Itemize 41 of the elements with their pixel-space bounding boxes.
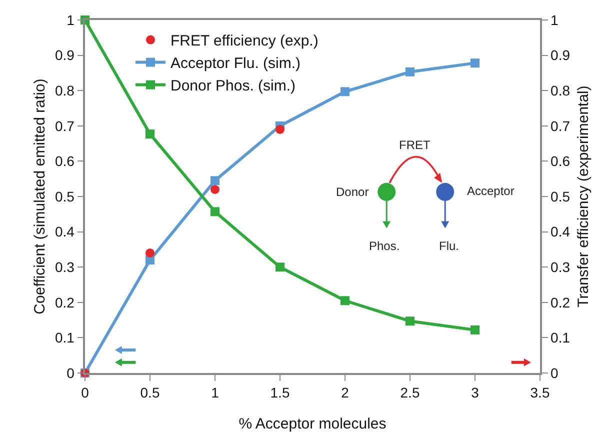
y2-tick-label: 0.6 xyxy=(550,153,570,170)
annotation: Donor xyxy=(336,185,369,199)
annotation: Acceptor xyxy=(467,184,514,198)
y-tick-label: 1 xyxy=(66,12,75,28)
legend-label: FRET efficiency (exp.) xyxy=(170,32,318,50)
y2-tick-label: 0.7 xyxy=(550,118,570,134)
y-axis-title: Coefficient (simulated emitted ratio) xyxy=(32,78,48,314)
y-tick-label: 0.8 xyxy=(54,82,75,98)
y2-axis-title: Transfer efficiency (experimental) xyxy=(575,86,592,308)
annotation: Flu. xyxy=(439,239,460,253)
y-tick-label: 0.4 xyxy=(54,224,75,240)
x-tick-label: 3 xyxy=(471,384,480,401)
annotation: FRET xyxy=(399,138,431,152)
x-tick-label: 2.5 xyxy=(400,384,420,401)
y-tick-label: 0.7 xyxy=(54,118,75,134)
legend-label: Acceptor Flu. (sim.) xyxy=(170,55,301,72)
y2-tick-label: 0.3 xyxy=(550,259,570,275)
y-tick-label: 0.5 xyxy=(54,188,75,204)
x-tick-label: 0 xyxy=(81,384,90,401)
y2-tick-label: 0.1 xyxy=(550,330,570,346)
y2-tick-label: 0.4 xyxy=(550,224,570,240)
y-tick-label: 0.9 xyxy=(54,47,75,64)
x-tick-label: 3.5 xyxy=(530,384,550,401)
y-tick-label: 0 xyxy=(66,364,75,381)
x-tick-label: 1.5 xyxy=(270,384,290,401)
x-tick-label: 2 xyxy=(341,384,350,401)
y2-tick-label: 0.5 xyxy=(550,188,570,204)
x-axis-title: % Acceptor molecules xyxy=(238,416,386,432)
x-tick-label: 0.5 xyxy=(140,384,160,401)
legend-label: Donor Phos. (sim.) xyxy=(170,78,296,95)
y-tick-label: 0.3 xyxy=(54,259,75,275)
y-tick-label: 0.6 xyxy=(54,153,75,170)
y2-tick-label: 0.9 xyxy=(550,47,570,64)
annotation: Phos. xyxy=(369,239,400,253)
y2-tick-label: 0.2 xyxy=(550,294,570,310)
y2-tick-label: 0.8 xyxy=(550,82,570,98)
y-tick-label: 0.1 xyxy=(54,330,75,346)
x-tick-label: 1 xyxy=(211,384,220,401)
y2-tick-label: 0 xyxy=(550,364,559,381)
y2-tick-label: 1 xyxy=(550,12,559,28)
y-tick-label: 0.2 xyxy=(54,294,75,310)
